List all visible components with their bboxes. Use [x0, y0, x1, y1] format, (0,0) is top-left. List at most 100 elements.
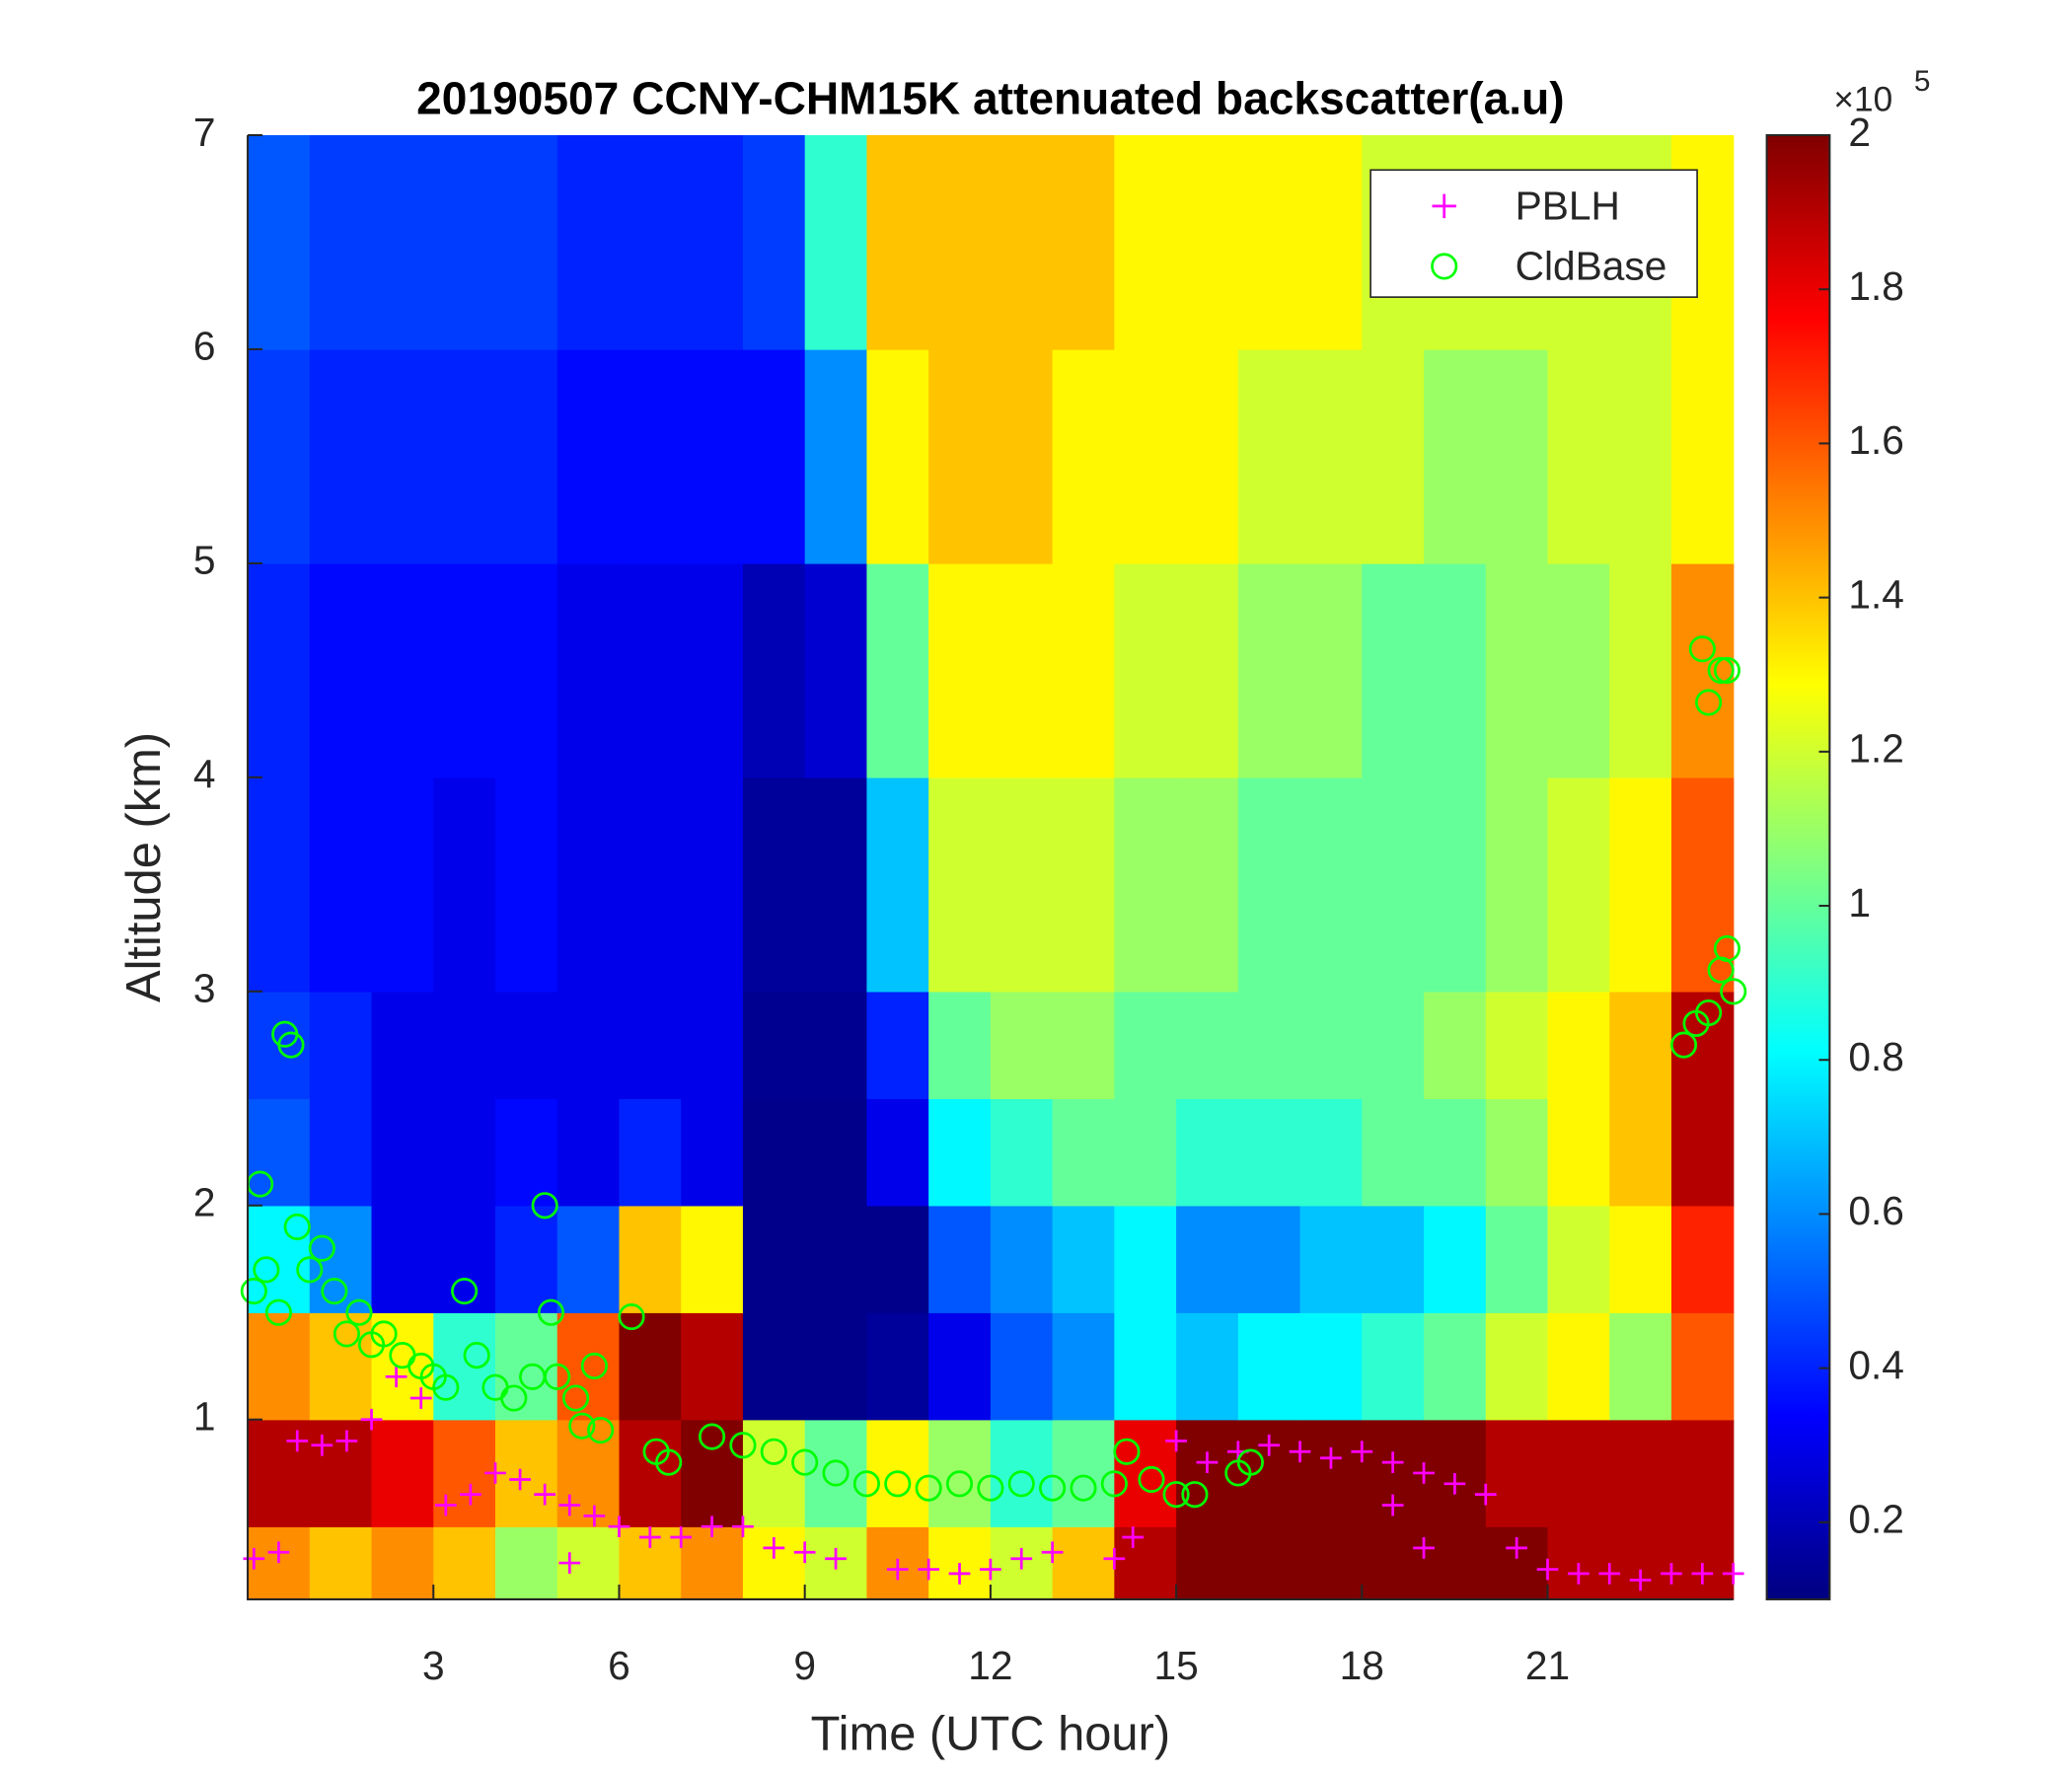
- heatmap-cell: [248, 1205, 311, 1313]
- heatmap-cell: [1299, 1205, 1363, 1313]
- heatmap-cell: [1176, 348, 1239, 564]
- pblh-marker: [385, 1366, 407, 1388]
- heatmap-cell: [866, 1098, 929, 1207]
- x-tick-label: 15: [1153, 1643, 1198, 1688]
- cloud-base-marker: [451, 1277, 479, 1305]
- heatmap-cell: [1609, 777, 1672, 993]
- pblh-marker: [1598, 1563, 1621, 1585]
- heatmap-cell: [681, 1526, 744, 1600]
- heatmap-cell: [1485, 1312, 1549, 1421]
- heatmap-cell: [1114, 1526, 1177, 1600]
- heatmap-cell: [494, 777, 558, 993]
- heatmap-cell: [433, 777, 496, 993]
- heatmap-cell: [619, 562, 682, 778]
- heatmap-cell: [1299, 991, 1363, 1099]
- heatmap-cell: [1052, 777, 1116, 993]
- heatmap-cell: [371, 348, 434, 564]
- heatmap-cell: [681, 1312, 744, 1421]
- colorbar-tick-label: 1: [1848, 880, 1871, 925]
- heatmap-cell: [681, 1098, 744, 1207]
- heatmap-cell: [1114, 1312, 1177, 1421]
- heatmap-cell: [494, 1098, 558, 1207]
- heatmap-cell: [928, 777, 992, 993]
- cloud-base-marker: [655, 1448, 683, 1476]
- cloud-base-marker: [945, 1470, 974, 1498]
- heatmap-cell: [1547, 1205, 1610, 1313]
- pblh-marker: [1629, 1569, 1652, 1591]
- heatmap-cell: [619, 1098, 682, 1207]
- pblh-marker: [460, 1483, 481, 1506]
- cloud-base-marker: [1070, 1474, 1097, 1502]
- colorbar-tick-label: 2: [1848, 110, 1871, 155]
- heatmap-cell: [1362, 777, 1425, 993]
- heatmap-cell: [1547, 562, 1610, 778]
- x-tick-label: 12: [968, 1643, 1012, 1688]
- heatmap-cell: [309, 777, 373, 993]
- heatmap-cell: [1609, 562, 1672, 778]
- y-tick-label: 3: [193, 966, 216, 1011]
- heatmap-cell: [309, 135, 373, 350]
- heatmap-cell: [1609, 348, 1672, 564]
- heatmap-cell: [433, 135, 496, 350]
- heatmap-cell: [804, 135, 868, 350]
- cloud-base-marker: [587, 1416, 615, 1444]
- heatmap-cell: [866, 135, 929, 350]
- heatmap-cell: [248, 1419, 311, 1527]
- heatmap-cell: [619, 777, 682, 993]
- colorbar-exponent: 5: [1914, 65, 1931, 98]
- cloud-base-marker: [1007, 1470, 1035, 1498]
- heatmap-cell: [1052, 135, 1116, 350]
- heatmap-cell: [309, 348, 373, 564]
- y-axis-label: Altitude (km): [117, 732, 171, 1002]
- cloud-base-marker: [699, 1423, 726, 1450]
- heatmap-cell: [248, 1526, 311, 1600]
- heatmap-cell: [1424, 991, 1487, 1099]
- heatmap-cell: [556, 135, 621, 350]
- heatmap-cell: [804, 1205, 868, 1313]
- heatmap-cell: [866, 777, 929, 993]
- heatmap-cell: [1362, 348, 1425, 564]
- cloud-base-marker: [432, 1373, 460, 1401]
- heatmap-cell: [1052, 1205, 1116, 1313]
- pblh-marker: [583, 1505, 606, 1527]
- heatmap-cell: [928, 1419, 992, 1527]
- pblh-marker: [1258, 1434, 1281, 1456]
- cloud-base-marker: [240, 1277, 267, 1305]
- cloud-base-marker: [852, 1470, 880, 1498]
- heatmap-cell: [433, 1312, 496, 1421]
- pblh-marker: [1381, 1494, 1404, 1517]
- cloud-base-marker: [884, 1470, 912, 1498]
- heatmap-cell: [1362, 562, 1425, 778]
- pblh-marker: [918, 1558, 939, 1581]
- heatmap-cell: [1114, 348, 1177, 564]
- heatmap-cell: [742, 991, 806, 1099]
- colorbar-tick-label: 1.6: [1848, 417, 1904, 463]
- pblh-marker: [1165, 1430, 1187, 1452]
- heatmap-cell: [371, 1098, 434, 1207]
- heatmap-cell: [1299, 1098, 1363, 1207]
- cloud-base-marker: [561, 1384, 590, 1412]
- x-tick-label: 18: [1340, 1643, 1384, 1688]
- heatmap-cell: [309, 1526, 373, 1600]
- axis-frame: [247, 135, 1734, 1600]
- cloud-base-marker: [1100, 1470, 1128, 1498]
- heatmap-cell: [990, 777, 1054, 993]
- cloud-base-marker: [333, 1320, 360, 1348]
- x-axis-label: Time (UTC hour): [811, 1708, 1170, 1761]
- heatmap-cell: [494, 562, 558, 778]
- heatmap-cell: [804, 1419, 868, 1527]
- cloud-base-marker: [1039, 1474, 1067, 1502]
- heatmap-cell: [1052, 562, 1116, 778]
- heatmap-cell: [1237, 777, 1301, 993]
- pblh-marker: [608, 1516, 630, 1538]
- heatmap-cell: [619, 348, 682, 564]
- pblh-marker: [1536, 1558, 1559, 1581]
- heatmap-cell: [1547, 1312, 1610, 1421]
- pblh-marker: [311, 1434, 333, 1456]
- pblh-marker: [484, 1462, 506, 1484]
- heatmap-cell: [309, 1419, 373, 1527]
- pblh-marker: [1722, 1563, 1744, 1585]
- heatmap-cell: [433, 562, 496, 778]
- pblh-marker: [701, 1516, 723, 1538]
- pblh-marker: [1320, 1446, 1342, 1469]
